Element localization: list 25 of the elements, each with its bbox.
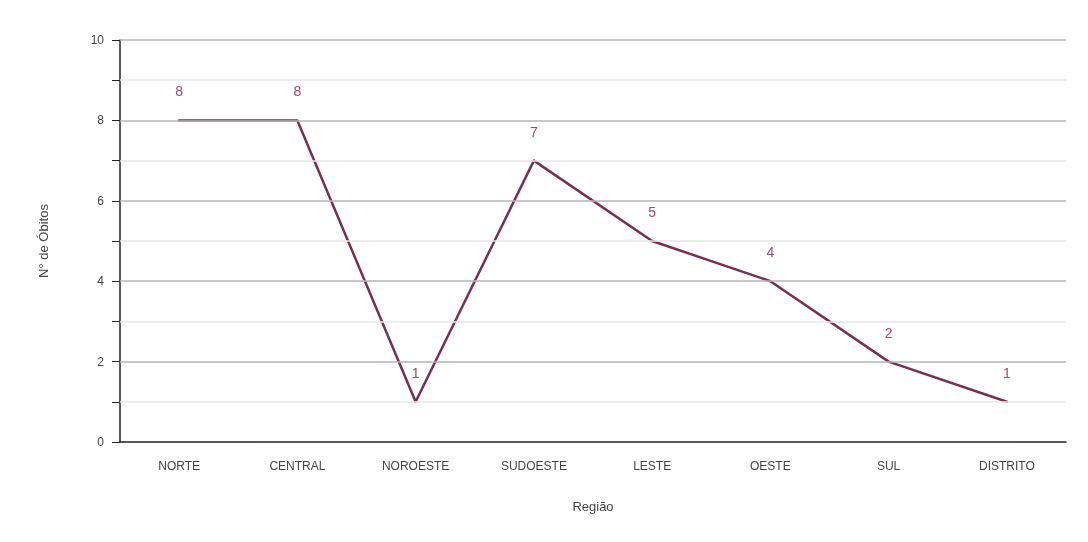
data-label: 1 (1002, 364, 1011, 381)
x-tick-label: SUDOESTE (500, 459, 567, 473)
y-tick-label: 2 (97, 354, 105, 369)
y-axis-title: N° de Óbitos (36, 203, 51, 278)
x-tick-label: NOROESTE (381, 459, 450, 473)
x-tick-label: OESTE (750, 459, 791, 473)
y-tick-label: 6 (97, 193, 105, 208)
data-label: 4 (766, 244, 775, 261)
x-tick-label: CENTRAL (269, 459, 326, 473)
data-label: 7 (529, 123, 538, 140)
y-tick-label: 8 (97, 113, 105, 128)
x-axis-title: Região (572, 499, 614, 514)
x-tick-label: LESTE (633, 459, 672, 473)
data-label: 2 (884, 324, 893, 341)
data-label: 1 (411, 364, 420, 381)
data-label: 8 (293, 83, 302, 100)
x-tick-label: NORTE (158, 459, 201, 473)
data-label: 5 (648, 204, 657, 220)
data-label: 8 (175, 83, 184, 100)
x-tick-label: SUL (876, 459, 901, 473)
line-series (177, 119, 1009, 404)
y-tick-label: 0 (97, 435, 105, 449)
y-tick-label: 4 (97, 274, 105, 289)
y-tick-label: 10 (90, 33, 105, 47)
x-tick-label: DISTRITO (978, 459, 1035, 473)
